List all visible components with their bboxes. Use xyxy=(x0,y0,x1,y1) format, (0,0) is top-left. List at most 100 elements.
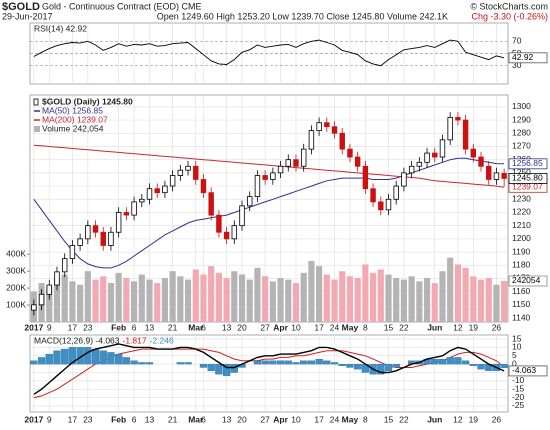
volume-bar xyxy=(223,277,230,322)
y-tick-label: 1190 xyxy=(512,246,531,256)
candle-body xyxy=(493,172,500,180)
x-tick-label: 22 xyxy=(399,322,409,332)
volume-bar xyxy=(262,276,269,322)
volume-bar xyxy=(470,276,477,322)
candle-body xyxy=(324,122,330,128)
y-tick-label: 15 xyxy=(512,333,522,343)
x-tick-label: 17 xyxy=(68,322,78,332)
x-tick-label: May xyxy=(342,322,359,332)
legend-swatch xyxy=(33,98,39,106)
quote: Open 1249.60 High 1253.20 Low 1239.70 Cl… xyxy=(157,11,448,21)
candle-body xyxy=(85,225,91,240)
y-tick-label: 30 xyxy=(512,60,522,70)
macd-histogram-bar xyxy=(461,360,470,365)
candle-body xyxy=(123,212,130,216)
volume-bar xyxy=(77,284,84,322)
volume-bar xyxy=(485,277,492,322)
volume-bar xyxy=(393,277,400,322)
volume-bar xyxy=(107,283,115,322)
candle-body xyxy=(254,175,261,198)
macd-histogram-bar xyxy=(91,348,100,365)
macd-histogram-bar xyxy=(207,363,215,371)
volume-bar xyxy=(354,277,361,322)
volume-bar xyxy=(339,271,346,322)
volume-bar xyxy=(69,281,76,322)
x-tick-label: Jun xyxy=(427,322,442,332)
macd-histogram-bar xyxy=(99,350,107,365)
candle-body xyxy=(61,258,68,273)
y-tick-label: 1300 xyxy=(512,101,531,111)
volume-bar xyxy=(454,264,461,322)
candle-body xyxy=(108,231,114,246)
x-tick-label: 6 xyxy=(132,414,137,424)
volume-bar xyxy=(130,281,138,322)
macd-histogram-bar xyxy=(292,362,300,365)
volume-bar xyxy=(431,283,438,322)
x-tick-label: 20 xyxy=(237,414,247,424)
candle-body xyxy=(285,159,291,167)
candle-body xyxy=(38,293,45,306)
volume-bar xyxy=(192,269,199,322)
y-tick-label: 1220 xyxy=(512,207,531,217)
x-tick-label: 19 xyxy=(469,322,479,332)
y-tick-label: 1210 xyxy=(512,220,531,230)
x-tick-label: 15 xyxy=(384,414,394,424)
macd-histogram-bar xyxy=(307,360,316,365)
macd-histogram-bar xyxy=(53,350,61,365)
x-tick-label: 9 xyxy=(47,414,52,424)
y-tick-label: 1280 xyxy=(512,128,531,138)
volume-bar xyxy=(138,274,145,322)
x-tick-label: 10 xyxy=(291,322,301,332)
macd-histogram-bar xyxy=(115,353,123,365)
legend-label: MA(200) 1239.07 xyxy=(42,114,108,124)
macd-histogram-bar xyxy=(330,362,339,365)
macd-histogram-bar xyxy=(45,353,53,365)
volume-bar xyxy=(501,280,508,322)
candle-body xyxy=(208,192,214,216)
change: Chg -3.30 (-0.26%) xyxy=(471,11,548,21)
candle-body xyxy=(331,126,338,134)
candle-body xyxy=(462,119,469,150)
candle-body xyxy=(277,165,284,174)
y-tick-label: 0 xyxy=(512,358,517,368)
x-tick-label: 2017 xyxy=(24,414,43,424)
y-tick-label: 1230 xyxy=(512,194,531,204)
candle-body xyxy=(308,130,315,150)
y-tick-label: 10 xyxy=(512,342,522,352)
macd-histogram-bar xyxy=(346,363,354,368)
candle-body xyxy=(54,271,60,286)
panel-label: -2.246 xyxy=(150,335,174,345)
macd-histogram-bar xyxy=(276,360,285,365)
candle-body xyxy=(439,139,446,158)
volume-bar xyxy=(184,279,192,322)
last-value-box xyxy=(508,173,548,184)
candle-body xyxy=(447,117,453,141)
x-tick-label: 17 xyxy=(314,414,324,424)
volume-bar xyxy=(92,279,99,322)
x-tick-label: Apr xyxy=(273,414,288,424)
volume-bar xyxy=(238,274,246,322)
macd-histogram-bar xyxy=(500,363,508,369)
x-tick-label: 12 xyxy=(453,322,463,332)
candle-body xyxy=(262,175,268,180)
y-tick-label: 1200 xyxy=(512,233,531,243)
volume-bar xyxy=(308,261,315,322)
panel-frame xyxy=(29,334,509,413)
candle-body xyxy=(162,185,168,194)
candle-body xyxy=(478,156,484,167)
x-tick-label: 8 xyxy=(363,414,368,424)
candle-body xyxy=(231,225,238,240)
x-tick-label: 13 xyxy=(145,322,155,332)
y-tick-label: 70 xyxy=(512,36,522,46)
candle-body xyxy=(223,231,230,240)
candle-body xyxy=(216,214,222,233)
candle-body xyxy=(115,212,122,233)
macd-histogram-bar xyxy=(199,363,208,368)
volume-bar xyxy=(316,266,323,322)
macd-histogram-bar xyxy=(438,358,447,365)
y-tick-label: 1270 xyxy=(512,141,531,151)
volume-bar xyxy=(408,276,415,322)
macd-histogram-bar xyxy=(338,363,346,366)
x-tick-label: 24 xyxy=(330,322,340,332)
x-tick-label: 26 xyxy=(492,322,502,332)
